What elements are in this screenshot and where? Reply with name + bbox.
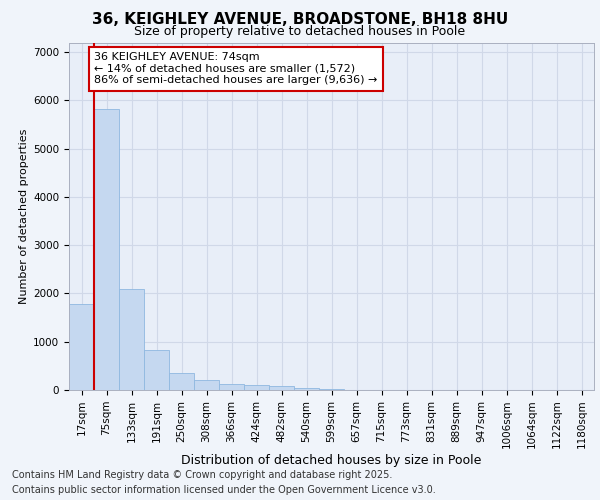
Bar: [119, 289, 144, 390]
X-axis label: Distribution of detached houses by size in Poole: Distribution of detached houses by size …: [181, 454, 482, 467]
Bar: [269, 386, 294, 390]
Bar: [244, 385, 269, 390]
Y-axis label: Number of detached properties: Number of detached properties: [19, 128, 29, 304]
Bar: [219, 384, 244, 390]
Text: 36 KEIGHLEY AVENUE: 74sqm
← 14% of detached houses are smaller (1,572)
86% of se: 36 KEIGHLEY AVENUE: 74sqm ← 14% of detac…: [95, 52, 378, 86]
Bar: [294, 388, 319, 390]
Text: Contains public sector information licensed under the Open Government Licence v3: Contains public sector information licen…: [12, 485, 436, 495]
Text: Contains HM Land Registry data © Crown copyright and database right 2025.: Contains HM Land Registry data © Crown c…: [12, 470, 392, 480]
Bar: [144, 350, 169, 390]
Bar: [169, 372, 194, 390]
Bar: [94, 109, 119, 390]
Bar: [319, 388, 344, 390]
Bar: [69, 304, 94, 390]
Text: Size of property relative to detached houses in Poole: Size of property relative to detached ho…: [134, 25, 466, 38]
Bar: [194, 380, 219, 390]
Text: 36, KEIGHLEY AVENUE, BROADSTONE, BH18 8HU: 36, KEIGHLEY AVENUE, BROADSTONE, BH18 8H…: [92, 12, 508, 28]
